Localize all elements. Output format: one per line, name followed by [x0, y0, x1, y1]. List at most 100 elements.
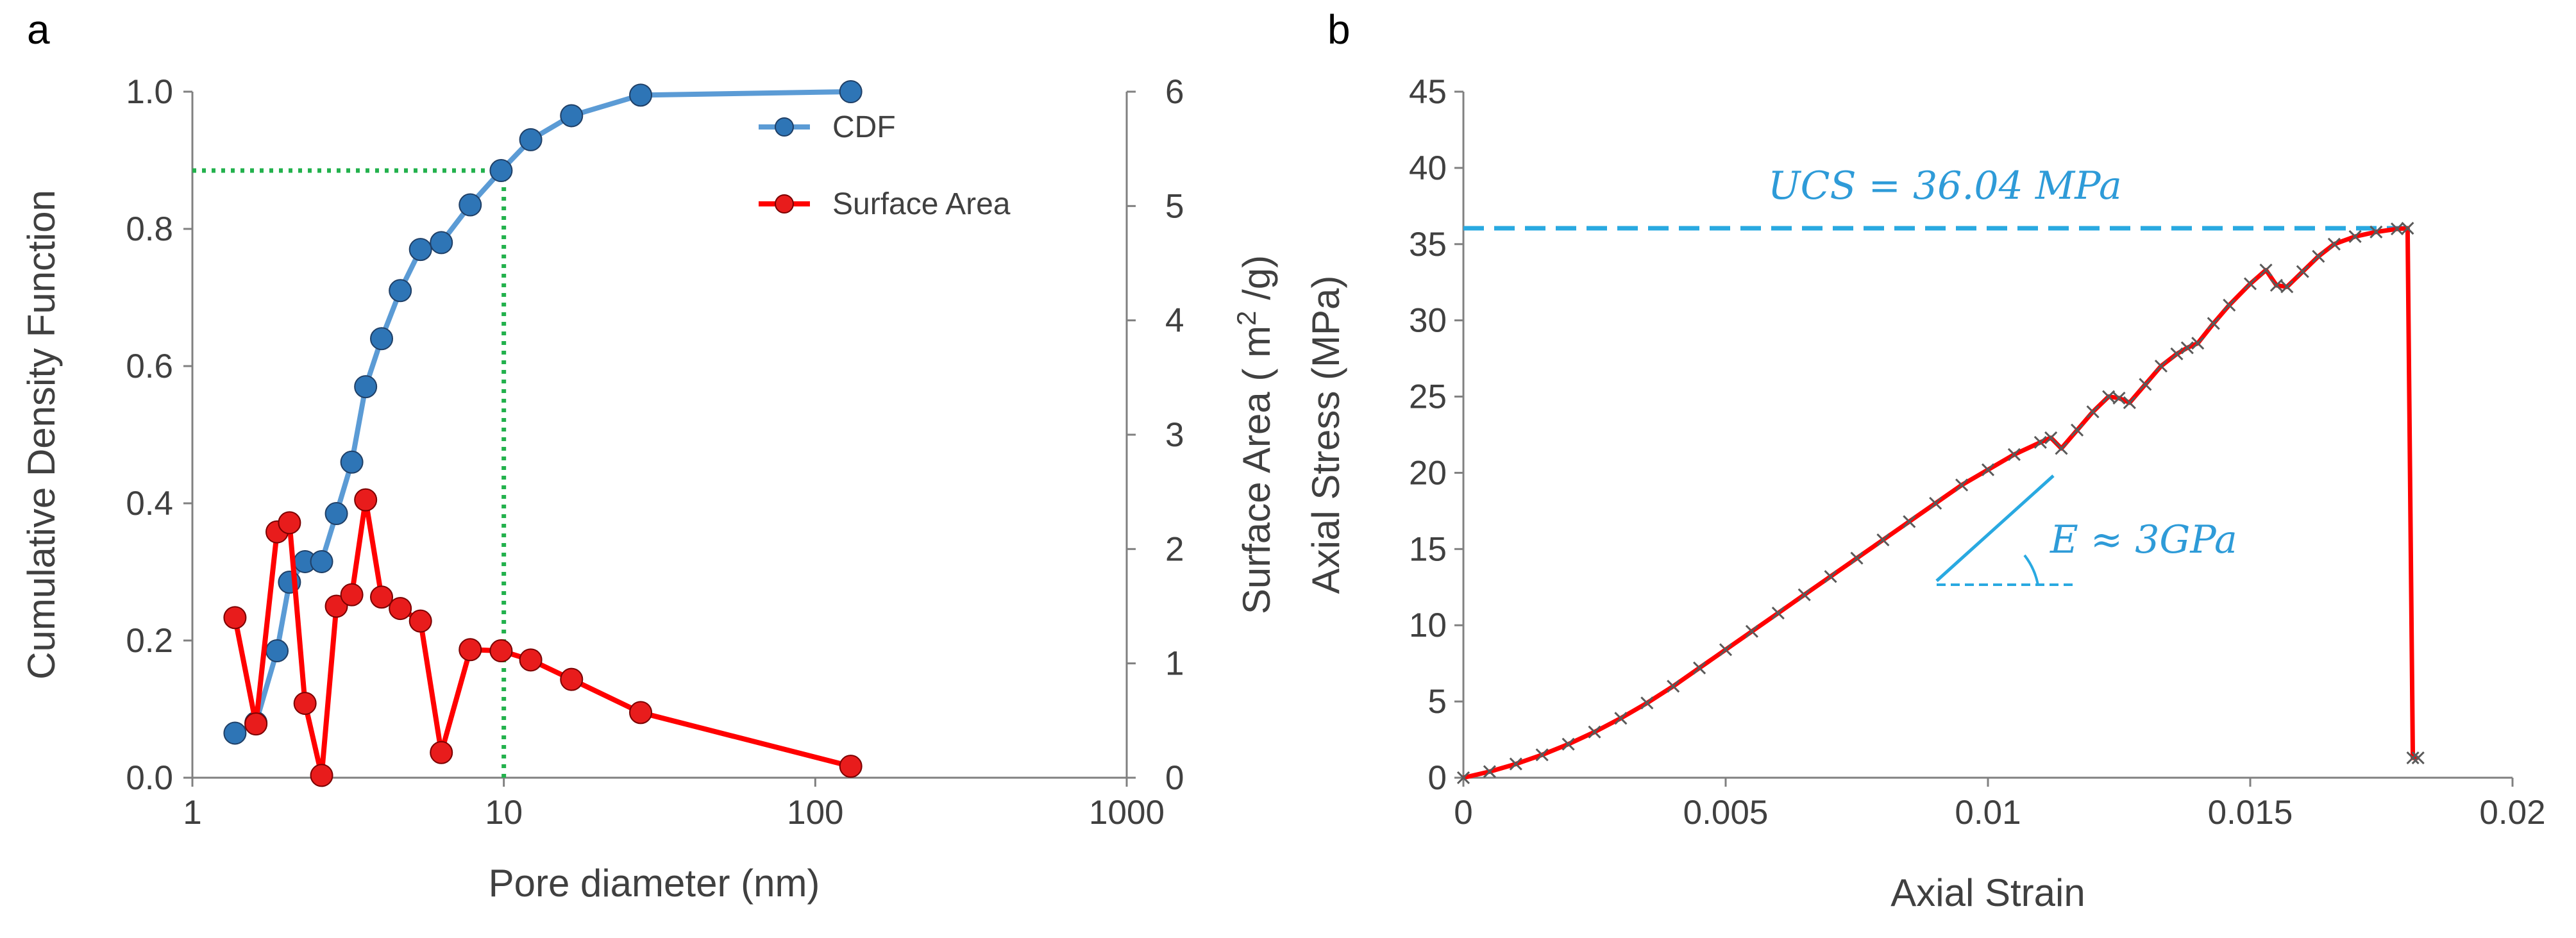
- y2-tick-label: 2: [1165, 530, 1184, 568]
- stress-strain-point: [1981, 463, 1995, 476]
- panel-a-legend: CDF Surface Area: [759, 110, 1011, 221]
- panel-a-y2-label: Surface Area ( m2 /g): [1231, 255, 1278, 614]
- panel-a-x-ticks: 1 10 100 1000: [183, 778, 1165, 832]
- panel-b-y-label: Axial Stress (MPa): [1304, 276, 1347, 594]
- y-tick-label: 30: [1409, 302, 1447, 340]
- surface-area-point: [430, 741, 453, 764]
- stress-strain-point: [2348, 230, 2362, 243]
- surface-area-point: [389, 597, 412, 621]
- point-cross-b: [1588, 725, 1601, 739]
- y-tick-label: 15: [1409, 530, 1447, 568]
- cdf-point: [310, 549, 333, 573]
- y2-tick-label: 0: [1165, 759, 1184, 797]
- stress-strain-point: [2033, 435, 2047, 449]
- stress-strain-point: [2102, 390, 2116, 403]
- point-cross-b: [1955, 478, 1969, 492]
- surface-area-point: [278, 511, 301, 535]
- y-tick-label: 20: [1409, 454, 1447, 492]
- x-tick-label: 100: [787, 794, 843, 832]
- point-cross-b: [2055, 442, 2068, 455]
- point-cross-b: [1667, 680, 1680, 693]
- point-cross-b: [1876, 533, 1890, 547]
- point-cross-b: [1981, 463, 1995, 476]
- stress-strain-point: [2312, 249, 2325, 263]
- panel-b-chart: 0 0.005 0.01 0.015 0.02 0 5 10 15 20 25 30 35 40 45 U…: [1304, 73, 2546, 914]
- cdf-point: [370, 327, 394, 351]
- point-cross-b: [2296, 265, 2309, 278]
- point-cross-b: [2180, 341, 2194, 355]
- panel-b-x-label: Axial Strain: [1890, 871, 2085, 914]
- panel-b-series: [1456, 221, 2425, 785]
- stress-strain-point: [2259, 264, 2273, 277]
- stress-strain-point: [2180, 341, 2194, 355]
- point-cross-b: [2259, 264, 2273, 277]
- surface-area-point: [370, 585, 394, 609]
- cdf-point: [408, 238, 432, 262]
- stress-strain-point: [2086, 405, 2100, 419]
- point-cross-b: [1562, 737, 1575, 751]
- x-tick-label: 0.015: [2208, 794, 2293, 832]
- stress-strain-point: [1614, 712, 1628, 725]
- y-tick-label: 45: [1409, 73, 1447, 111]
- y-tick-label: 0: [1428, 759, 1447, 797]
- point-cross-b: [1929, 496, 1942, 510]
- surface-area-point: [839, 755, 863, 778]
- stress-strain-point: [1509, 757, 1522, 771]
- y-tick-label: 1.0: [126, 73, 173, 111]
- stress-strain-point: [2401, 221, 2414, 235]
- point-cross-b: [1771, 607, 1785, 620]
- y2-tick-label: 4: [1165, 302, 1184, 340]
- cdf-point: [223, 721, 247, 745]
- point-cross-b: [2044, 431, 2058, 444]
- y2-tick-label: 5: [1165, 187, 1184, 225]
- y-tick-label: 40: [1409, 149, 1447, 187]
- stress-strain-point: [1929, 496, 1942, 510]
- y2-tick-label: 1: [1165, 645, 1184, 683]
- point-cross-b: [2243, 277, 2257, 290]
- point-cross-b: [1535, 748, 1549, 762]
- stress-strain-point: [2154, 359, 2168, 373]
- point-cross-b: [2207, 317, 2220, 330]
- panel-label-a: a: [27, 6, 50, 53]
- cdf-point: [430, 231, 453, 255]
- point-cross-b: [2086, 405, 2100, 419]
- x-tick-label: 0.01: [1955, 794, 2021, 832]
- panel-a-y2-ticks: 0 1 2 3 4 5 6: [1127, 73, 1184, 797]
- cdf-point: [839, 80, 863, 103]
- point-cross-b: [2191, 337, 2205, 350]
- surface-area-point: [324, 594, 348, 618]
- point-cross-b: [2102, 390, 2116, 403]
- stress-strain-point: [2390, 222, 2404, 236]
- point-cross-b: [1509, 757, 1522, 771]
- point-cross-b: [2033, 435, 2047, 449]
- y-tick-label: 25: [1409, 378, 1447, 416]
- stress-strain-point: [2139, 378, 2152, 391]
- legend-cdf-label: CDF: [832, 110, 896, 144]
- x-tick-label: 1000: [1089, 794, 1165, 832]
- stress-strain-point: [1456, 771, 1470, 785]
- panel-label-b: b: [1327, 6, 1351, 53]
- y2-tick-label: 3: [1165, 416, 1184, 454]
- stress-strain-point: [1719, 643, 1733, 657]
- stress-strain-point: [2327, 237, 2341, 251]
- legend-surface-marker: [775, 194, 794, 214]
- stress-strain-point: [1850, 551, 1864, 565]
- ucs-annotation: UCS = 36.04 MPa: [1768, 163, 2122, 208]
- panel-a-guide-lines: [192, 168, 507, 778]
- surface-area-point: [354, 488, 378, 512]
- stress-strain-point: [2280, 280, 2294, 294]
- point-cross-b: [2269, 278, 2283, 292]
- cdf-point: [265, 639, 289, 663]
- x-tick-label: 0.005: [1683, 794, 1769, 832]
- stress-strain-point: [1483, 765, 1496, 778]
- y-tick-label: 0.8: [126, 210, 173, 248]
- surface-area-point: [519, 648, 543, 672]
- y-tick-label: 0.6: [126, 348, 173, 385]
- point-cross-b: [2123, 396, 2136, 410]
- stress-strain-point: [1535, 748, 1549, 762]
- point-cross-b: [2411, 751, 2425, 765]
- stress-strain-point: [2223, 298, 2236, 312]
- point-cross-b: [2406, 751, 2420, 765]
- point-cross-b: [1483, 765, 1496, 778]
- point-cross-b: [2154, 359, 2168, 373]
